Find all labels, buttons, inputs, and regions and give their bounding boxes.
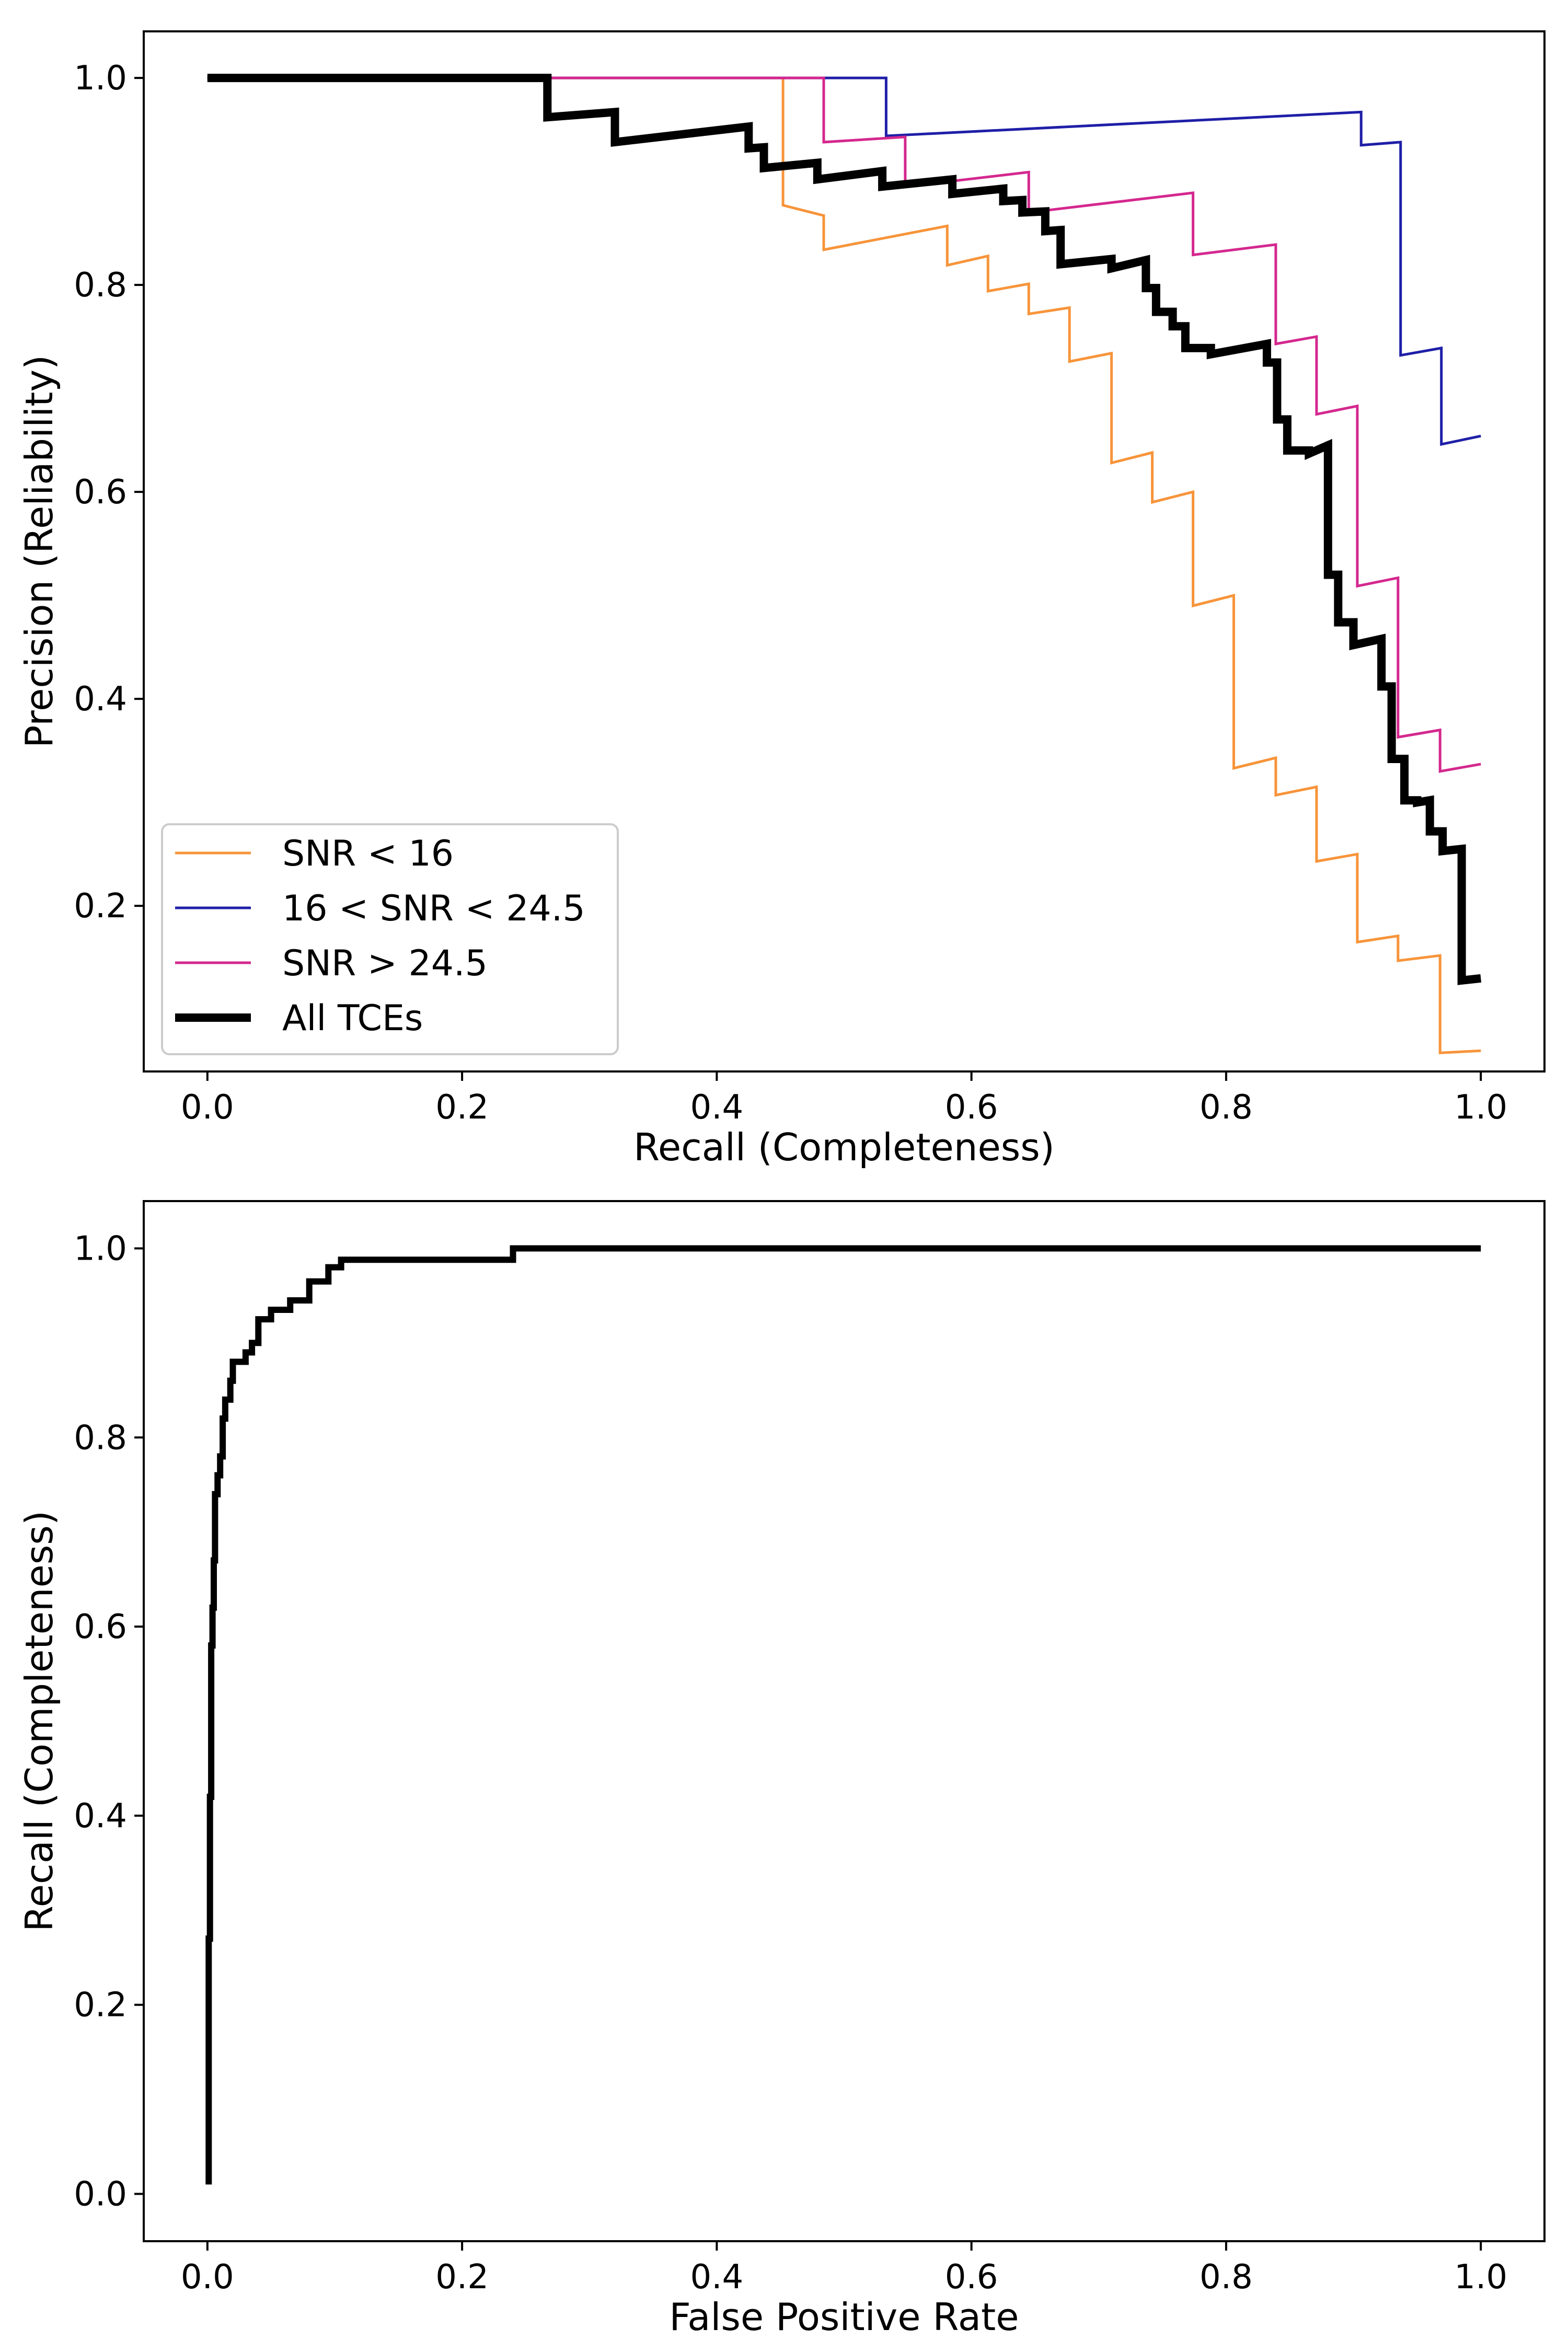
roc-x-tick-label: 0.8 (1200, 2258, 1253, 2297)
roc-x-axis-label: False Positive Rate (669, 2295, 1019, 2339)
roc-y-tick-label: 0.0 (74, 2175, 127, 2214)
pr-y-tick-label: 0.8 (74, 266, 127, 305)
legend-label-snr-low: SNR < 16 (282, 833, 454, 874)
roc-y-tick-label: 0.2 (74, 1986, 127, 2025)
pr-x-tick-label: 0.0 (181, 1088, 234, 1127)
pr-series-line-3 (207, 74, 1482, 985)
roc-y-tick-label: 0.8 (74, 1419, 127, 1457)
pr-series-line-0 (207, 76, 1481, 1055)
pr-x-axis-label: Recall (Completeness) (633, 1125, 1055, 1169)
pr-x-ticks: 0.0 0.2 0.4 0.6 0.8 1.0 (181, 1071, 1507, 1127)
pr-y-tick-label: 0.2 (74, 887, 127, 926)
precision-recall-panel: 0.0 0.2 0.4 0.6 0.8 1.0 0.2 0.4 0.6 0.8 1.0 Recal… (17, 30, 1546, 1169)
roc-plot-frame (143, 1200, 1546, 2242)
pr-y-tick-label: 0.6 (74, 473, 127, 512)
pr-series-line-2 (207, 76, 1481, 773)
pr-y-tick-label: 0.4 (74, 680, 127, 719)
pr-y-tick-label: 1.0 (74, 59, 127, 98)
pr-x-tick-label: 0.8 (1200, 1088, 1253, 1127)
pr-plot-frame (143, 30, 1546, 1073)
pr-series-line-1 (207, 76, 1481, 446)
roc-y-tick-label: 0.4 (74, 1797, 127, 1836)
roc-curves (205, 1245, 1481, 2185)
roc-x-ticks: 0.0 0.2 0.4 0.6 0.8 1.0 (181, 2241, 1507, 2297)
roc-y-tick-label: 0.6 (74, 1608, 127, 1646)
pr-curves (207, 74, 1482, 1055)
roc-series-line-0 (205, 1245, 1481, 2185)
roc-panel: 0.0 0.2 0.4 0.6 0.8 1.0 0.0 0.2 0.4 0.6 0.8 1.0 Fa… (17, 1200, 1546, 2339)
pr-x-tick-label: 0.6 (945, 1088, 998, 1127)
pr-legend-box (161, 823, 619, 1055)
pr-y-axis-label: Precision (Reliability) (17, 355, 61, 748)
pr-y-ticks: 0.2 0.4 0.6 0.8 1.0 (74, 59, 144, 926)
roc-x-tick-label: 0.4 (690, 2258, 743, 2297)
roc-x-tick-label: 1.0 (1454, 2258, 1507, 2297)
roc-y-axis-label: Recall (Completeness) (17, 1511, 61, 1932)
roc-x-tick-label: 0.6 (945, 2258, 998, 2297)
legend-label-snr-mid: 16 < SNR < 24.5 (282, 888, 585, 929)
pr-x-tick-label: 0.4 (690, 1088, 743, 1127)
pr-legend: SNR < 16 16 < SNR < 24.5 SNR > 24.5 All … (161, 823, 619, 1055)
pr-x-tick-label: 1.0 (1454, 1088, 1507, 1127)
pr-x-tick-label: 0.2 (435, 1088, 489, 1127)
legend-label-snr-high: SNR > 24.5 (282, 943, 488, 984)
roc-x-tick-label: 0.2 (435, 2258, 489, 2297)
roc-y-tick-label: 1.0 (74, 1229, 127, 1268)
roc-y-ticks: 0.0 0.2 0.4 0.6 0.8 1.0 (74, 1229, 144, 2214)
roc-x-tick-label: 0.0 (181, 2258, 234, 2297)
legend-label-all-tces: All TCEs (282, 998, 423, 1039)
